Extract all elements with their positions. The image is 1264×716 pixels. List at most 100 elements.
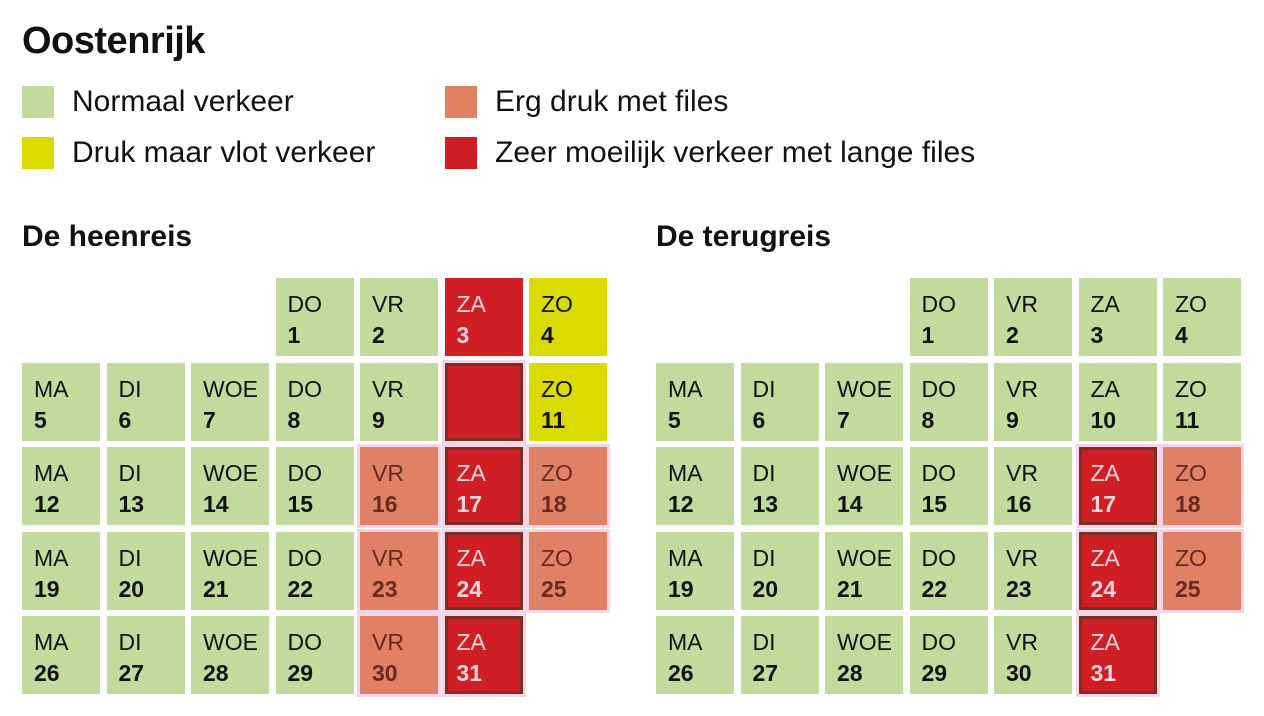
cell-date: 15 [287,491,314,517]
calendar-cell: DI 27 [106,616,185,694]
calendar-cell: DO 1 [275,278,354,356]
calendar-cell: DO 1 [909,278,988,356]
cell-date: 5 [34,406,47,433]
cell-date: 5 [668,406,681,433]
cell-date: 29 [921,660,948,686]
cell-date: 23 [372,575,398,602]
calendar-cell: DO 29 [909,616,988,694]
cell-date: 10 [1090,406,1117,433]
cell-date: 7 [837,406,850,433]
cell-date: 9 [372,406,385,433]
cell-weekday: DO [921,460,957,486]
cell-weekday: ZA [456,544,486,571]
page-title: Oostenrijk [22,20,205,62]
cell-date: 6 [118,406,132,433]
cell-weekday: DO [921,291,957,317]
cell-weekday: ZO [1175,544,1207,571]
calendar-cell: DO 15 [275,447,354,525]
cell-weekday: WOE [837,375,892,402]
calendar-cell: WOE 21 [825,531,903,610]
calendar-cell: VR 16 [360,447,438,525]
cell-date: 14 [203,491,229,517]
cell-date: 11 [1175,406,1200,433]
cell-date: 28 [837,660,863,686]
calendar-cell: ZO 18 [1163,447,1241,525]
cell-weekday: ZA [456,629,486,655]
calendar-cell: ZO 25 [1163,531,1241,610]
calendar-cell: MA 12 [656,447,734,525]
cell-weekday: VR [1006,375,1038,402]
cell-weekday: VR [372,544,404,571]
cell-date: 25 [541,575,567,602]
calendar-cell: DI 27 [740,616,819,694]
calendar-cell: ZO 18 [529,447,607,525]
calendar-cell: MA 5 [22,362,100,441]
cell-weekday: VR [1006,291,1038,317]
calendar-cell: ZO 11 [1163,362,1241,441]
cell-weekday: ZO [541,291,573,317]
cell-weekday: ZA [1090,544,1120,571]
cell-date: 8 [921,406,935,433]
calendar-cell: DO 8 [909,362,988,441]
calendar-cell: MA 19 [656,531,734,610]
cell-weekday: WOE [203,460,258,486]
cell-date: 28 [203,660,229,686]
calendar-cell: WOE 21 [191,531,269,610]
calendar-cell: VR 23 [994,531,1072,610]
calendar-cell: DI 20 [106,531,185,610]
calendar-cell: ZA 24 [1078,531,1157,610]
cell-date: 24 [1090,575,1117,602]
calendar-cell: DI 13 [740,447,819,525]
cell-weekday: DO [921,629,957,655]
calendar-cell: MA 12 [22,447,100,525]
cell-weekday: DO [287,544,323,571]
calendar-cell: WOE 14 [191,447,269,525]
cell-date: 23 [1006,575,1032,602]
cell-weekday: ZA [1090,460,1120,486]
legend-label-erg-druk: Erg druk met files [495,85,729,118]
cell-weekday: DO [287,375,323,402]
cell-weekday: DI [752,629,776,655]
cell-date: 11 [541,406,566,433]
cell-date: 4 [541,322,554,348]
legend-item-druk: Druk maar vlot verkeer [22,136,375,170]
cell-weekday: WOE [837,544,892,571]
cell-weekday: ZA [456,291,486,317]
cell-weekday: DO [921,544,957,571]
cell-date: 22 [287,575,314,602]
calendar-cell: DO 8 [275,362,354,441]
cell-weekday: ZO [541,375,573,402]
cell-weekday: DO [287,291,323,317]
cell-date: 30 [372,660,398,686]
legend-item-erg-druk: Erg druk met files [445,85,728,119]
cell-weekday: DI [118,629,142,655]
calendar-cell: VR 16 [994,447,1072,525]
cell-date: 9 [1006,406,1019,433]
cell-weekday: MA [34,629,69,655]
heenreis-title: De heenreis [22,220,193,253]
calendar-cell: ZA 3 [1078,278,1157,356]
calendar-cell [444,362,523,441]
calendar-cell: VR 2 [994,278,1072,356]
cell-weekday: WOE [837,460,892,486]
cell-date: 16 [1006,491,1032,517]
legend-swatch-normaal [22,86,54,118]
cell-date: 20 [752,575,779,602]
cell-date: 12 [34,491,60,517]
cell-date: 22 [921,575,948,602]
cell-date: 17 [456,491,483,517]
cell-date: 21 [203,575,229,602]
calendar-cell: VR 30 [994,616,1072,694]
cell-date: 1 [287,322,301,348]
cell-weekday: ZO [541,460,573,486]
cell-weekday: VR [1006,460,1038,486]
calendar-cell: ZO 4 [529,278,607,356]
calendar-cell: MA 26 [22,616,100,694]
cell-date: 13 [752,491,779,517]
calendar-cell: DO 29 [275,616,354,694]
calendar-cell: VR 30 [360,616,438,694]
cell-date: 18 [1175,491,1201,517]
calendar-cell: ZA 31 [1078,616,1157,694]
cell-date: 6 [752,406,766,433]
cell-date: 31 [456,660,483,686]
